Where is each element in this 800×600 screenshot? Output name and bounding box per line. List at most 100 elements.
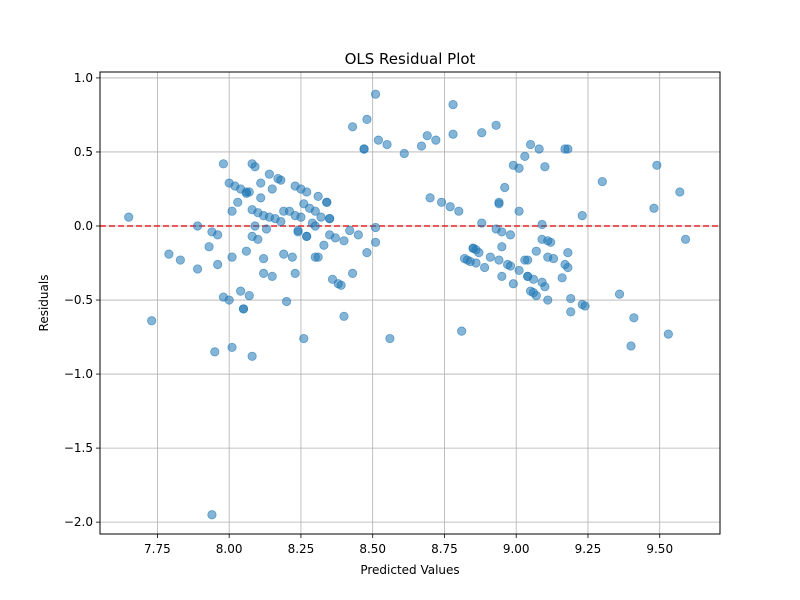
data-point: [528, 274, 539, 284]
data-point: [626, 341, 636, 351]
data-point: [313, 252, 323, 262]
data-point: [577, 211, 587, 221]
data-point: [448, 129, 458, 139]
data-point: [563, 262, 573, 273]
data-point: [566, 293, 576, 304]
x-tick-label: 7.75: [144, 542, 171, 556]
y-axis-ticks: 1.0 0.5 0.0 −0.5 −1.0 −1.5 −2.0: [64, 71, 100, 529]
data-point: [259, 253, 269, 264]
data-point: [370, 89, 381, 99]
data-point: [563, 248, 573, 258]
data-point: [290, 268, 300, 278]
data-point: [534, 144, 544, 154]
x-axis-label: Predicted Values: [360, 563, 459, 577]
data-point: [256, 178, 266, 188]
chart-title: OLS Residual Plot: [345, 50, 476, 68]
data-point: [362, 114, 372, 124]
data-point: [281, 296, 292, 307]
data-point: [523, 255, 533, 265]
x-axis-ticks: 7.75 8.00 8.25 8.50 8.75 9.00 9.25 9.50: [144, 534, 673, 556]
x-tick-label: 9.25: [575, 542, 602, 556]
y-tick-label: −0.5: [64, 293, 93, 307]
data-point: [241, 246, 251, 256]
data-point: [629, 313, 639, 323]
data-point: [497, 227, 507, 237]
x-tick-label: 9.50: [646, 542, 673, 556]
data-point: [494, 199, 504, 209]
data-point: [514, 206, 524, 216]
data-point: [474, 248, 484, 258]
data-point: [253, 234, 263, 244]
data-point: [213, 230, 223, 240]
data-point: [497, 271, 507, 281]
data-point: [520, 151, 530, 162]
data-point: [540, 282, 550, 292]
data-point: [164, 249, 174, 259]
data-point: [204, 242, 214, 252]
data-point: [514, 163, 524, 173]
data-point: [313, 191, 323, 201]
data-point: [247, 351, 257, 361]
data-point: [362, 248, 372, 258]
data-point: [227, 252, 237, 262]
data-point: [471, 258, 481, 268]
data-point: [261, 224, 272, 234]
data-point: [494, 255, 504, 265]
data-point: [293, 227, 303, 237]
data-point: [310, 221, 320, 231]
data-point: [373, 135, 384, 145]
data-point: [457, 326, 467, 336]
data-point: [175, 255, 185, 265]
data-point: [347, 268, 358, 278]
data-point: [431, 135, 441, 145]
data-point: [325, 213, 335, 224]
data-point: [649, 203, 659, 213]
data-point: [316, 212, 326, 222]
y-axis-label: Residuals: [37, 275, 51, 332]
y-tick-label: −1.5: [64, 441, 93, 455]
data-point: [543, 295, 553, 305]
data-point: [302, 187, 312, 197]
data-point: [385, 333, 395, 344]
data-point: [330, 233, 340, 243]
data-point: [448, 99, 458, 110]
data-point: [525, 139, 536, 150]
x-tick-label: 8.00: [216, 542, 243, 556]
data-point: [353, 230, 363, 240]
data-point: [207, 510, 217, 520]
data-point: [477, 218, 487, 228]
data-point: [319, 240, 329, 250]
data-point: [322, 197, 332, 207]
data-point: [422, 131, 432, 141]
data-point: [399, 148, 409, 159]
data-point: [557, 273, 567, 283]
data-point: [531, 246, 541, 256]
data-point: [497, 242, 507, 252]
data-point: [491, 120, 501, 130]
data-point: [276, 175, 286, 185]
data-point: [250, 221, 260, 231]
plot-area-frame: [99, 71, 721, 535]
data-point: [287, 252, 297, 262]
data-point: [563, 144, 573, 154]
y-tick-label: 0.0: [74, 219, 93, 233]
data-point: [454, 206, 464, 216]
data-point: [580, 301, 590, 311]
data-point: [436, 197, 447, 207]
data-point: [680, 234, 691, 244]
data-point: [224, 295, 234, 305]
data-point: [514, 265, 524, 276]
data-point: [546, 237, 556, 247]
data-point: [339, 311, 349, 321]
data-points: [124, 89, 691, 520]
data-point: [614, 289, 625, 299]
data-point: [233, 197, 243, 207]
data-point: [416, 141, 427, 151]
data-point: [505, 261, 516, 271]
data-point: [259, 268, 269, 278]
data-point: [218, 159, 229, 169]
data-point: [264, 169, 274, 179]
x-tick-label: 8.75: [431, 542, 458, 556]
data-point: [382, 139, 392, 150]
